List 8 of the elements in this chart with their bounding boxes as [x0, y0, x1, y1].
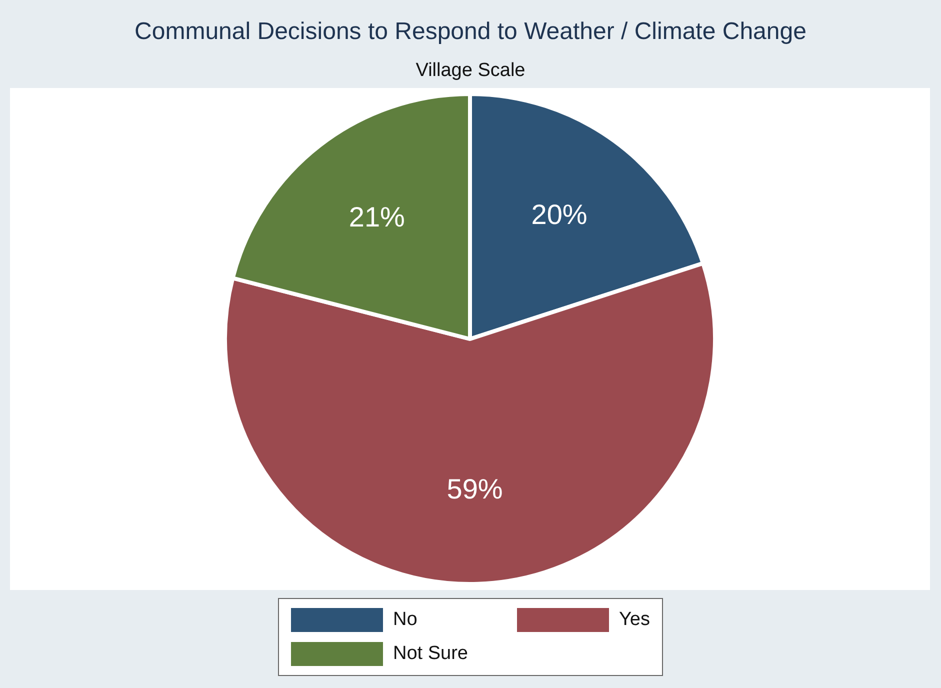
chart-title: Communal Decisions to Respond to Weather / Climate Change: [134, 18, 808, 46]
data-label: 20%: [531, 198, 588, 230]
chart-subtitle: Village Scale: [414, 60, 526, 82]
legend-label: Yes: [619, 609, 650, 631]
data-label: 59%: [446, 474, 503, 505]
legend-label: Not Sure: [393, 643, 468, 665]
legend-label: No: [393, 609, 418, 631]
data-label: 21%: [348, 202, 405, 233]
